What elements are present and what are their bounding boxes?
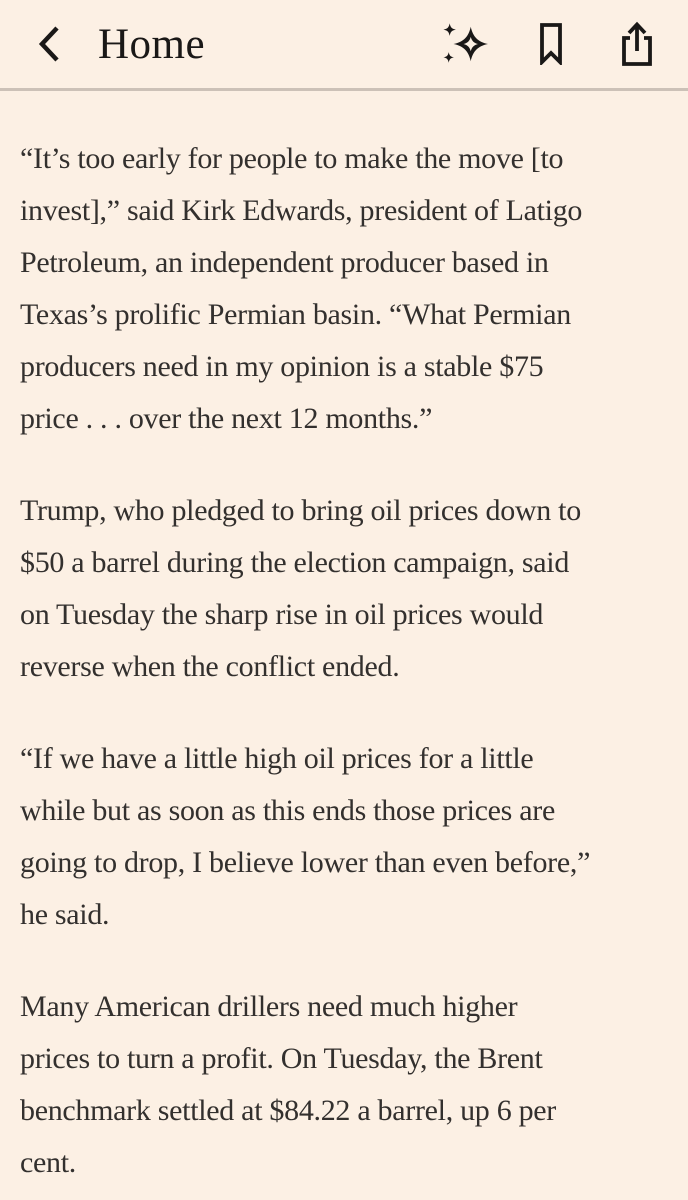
article-line: Trump, who pledged to bring oil prices d…: [20, 494, 581, 527]
article-line: benchmark settled at $84.22 a barrel, up…: [20, 1094, 557, 1127]
page-title: Home: [98, 20, 206, 68]
chevron-left-icon: [38, 26, 59, 62]
article-line: while but as soon as this ends those pri…: [20, 794, 555, 827]
bookmark-button[interactable]: [528, 17, 574, 71]
article-line: Texas’s prolific Permian basin. “What Pe…: [20, 298, 571, 331]
article-line: $50 a barrel during the election campaig…: [20, 546, 570, 579]
article-paragraph: Trump, who pledged to bring oil prices d…: [20, 485, 668, 693]
article-paragraph: Many American drillers need much higher p…: [20, 981, 668, 1189]
article-line: “It’s too early for people to make the m…: [20, 142, 564, 175]
article-line: Many American drillers need much higher: [20, 990, 518, 1023]
bookmark-icon: [540, 23, 562, 65]
article-line: reverse when the conflict ended.: [20, 650, 400, 683]
article-line: prices to turn a profit. On Tuesday, the…: [20, 1042, 543, 1075]
article-paragraph: “It’s too early for people to make the m…: [20, 133, 668, 445]
share-icon: [622, 21, 652, 66]
article-line: going to drop, I believe lower than even…: [20, 846, 591, 879]
article-line: Petroleum, an independent producer based…: [20, 246, 549, 279]
article-line: cent.: [20, 1146, 76, 1179]
back-button[interactable]: [0, 24, 62, 64]
article-body: “It’s too early for people to make the m…: [0, 91, 688, 1189]
article-line: on Tuesday the sharp rise in oil prices …: [20, 598, 544, 631]
header-actions: [442, 17, 688, 71]
article-text: “It’s too early for people to make the m…: [20, 133, 668, 1189]
app-header: Home: [0, 0, 688, 91]
article-line: “If we have a little high oil prices for…: [20, 742, 534, 775]
article-line: invest],” said Kirk Edwards, president o…: [20, 194, 583, 227]
share-button[interactable]: [614, 17, 660, 71]
sparkles-icon: [443, 23, 488, 63]
article-line: producers need in my opinion is a stable…: [20, 350, 544, 383]
article-line: price . . . over the next 12 months.”: [20, 402, 433, 435]
article-paragraph: “If we have a little high oil prices for…: [20, 733, 668, 941]
ai-summary-button[interactable]: [442, 17, 488, 71]
article-line: he said.: [20, 898, 110, 931]
